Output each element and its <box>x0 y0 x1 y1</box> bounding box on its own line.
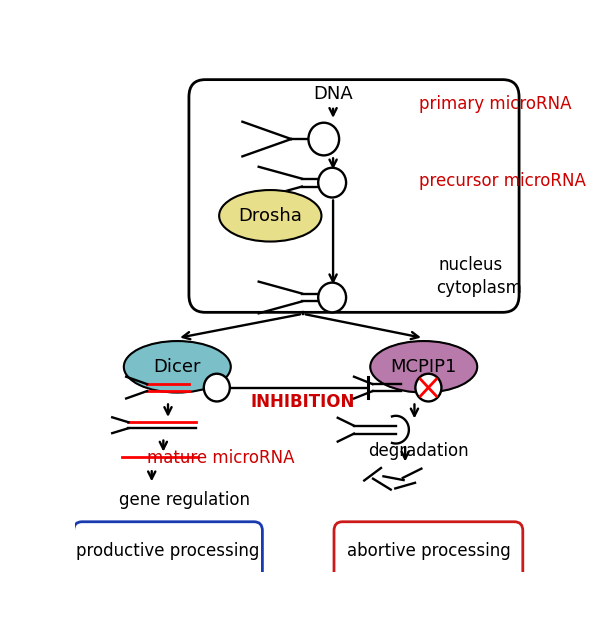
Text: cytoplasm: cytoplasm <box>437 278 523 296</box>
Ellipse shape <box>124 341 231 392</box>
FancyBboxPatch shape <box>74 521 262 581</box>
Circle shape <box>318 283 346 312</box>
Ellipse shape <box>219 190 322 242</box>
Circle shape <box>318 168 346 197</box>
Circle shape <box>308 123 339 156</box>
Text: DNA: DNA <box>313 85 353 103</box>
Text: INHIBITION: INHIBITION <box>251 393 355 411</box>
Text: MCPIP1: MCPIP1 <box>391 358 457 376</box>
Ellipse shape <box>370 341 477 392</box>
Circle shape <box>204 374 230 401</box>
Text: Dicer: Dicer <box>154 358 201 376</box>
Text: Drosha: Drosha <box>238 207 302 225</box>
Text: degradation: degradation <box>368 442 469 460</box>
Text: nucleus: nucleus <box>438 257 502 275</box>
Text: precursor microRNA: precursor microRNA <box>419 172 586 190</box>
FancyBboxPatch shape <box>334 521 523 581</box>
Text: primary microRNA: primary microRNA <box>419 95 572 113</box>
Text: abortive processing: abortive processing <box>347 543 510 561</box>
FancyBboxPatch shape <box>189 80 519 312</box>
Text: gene regulation: gene regulation <box>119 491 250 509</box>
Circle shape <box>415 374 442 401</box>
Text: productive processing: productive processing <box>76 543 260 561</box>
Text: mature microRNA: mature microRNA <box>147 449 295 467</box>
